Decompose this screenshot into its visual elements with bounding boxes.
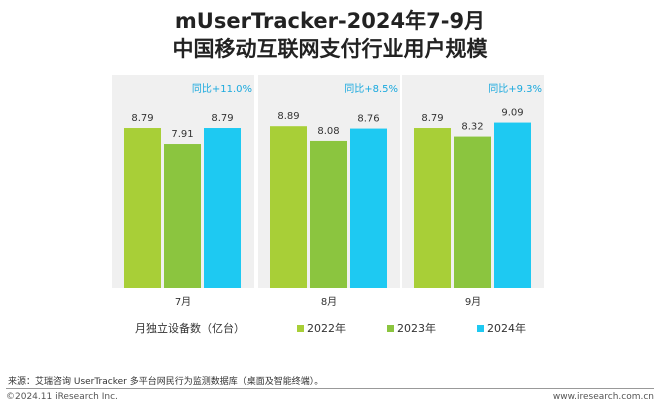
title-line2: 中国移动互联网支付行业用户规模	[172, 37, 488, 61]
legend-swatch	[477, 324, 484, 332]
data-label: 8.79	[131, 113, 153, 124]
website: www.iresearch.com.cn	[552, 392, 654, 402]
bar	[494, 122, 531, 288]
bar	[270, 126, 307, 289]
data-label: 8.76	[357, 114, 379, 125]
bar	[124, 128, 161, 288]
legend-2023: 2023年	[387, 320, 436, 336]
title-line1: mUserTracker-2024年7-9月	[174, 9, 486, 33]
bar	[350, 128, 387, 288]
bar-chart: 同比+11.0% 8.79 7.91 8.79 7月 同比+8.5% 8.89 8.08 8.7…	[112, 75, 544, 308]
data-label: 8.79	[421, 113, 443, 124]
bar	[414, 128, 451, 288]
y-axis-label: 月独立设备数（亿台）	[135, 322, 245, 335]
data-label: 8.08	[317, 126, 339, 137]
data-label: 8.79	[211, 113, 233, 124]
x-tick-label: 7月	[175, 296, 191, 308]
copyright: ©2024.11 iResearch Inc.	[6, 392, 118, 402]
legend-2024: 2024年	[477, 320, 526, 336]
bar	[310, 140, 347, 288]
legend-swatch	[297, 324, 304, 332]
divider	[6, 388, 654, 389]
yoy-annotation: 同比+8.5%	[344, 83, 398, 95]
bar	[164, 144, 201, 288]
x-tick-label: 9月	[465, 296, 481, 308]
source-note: 来源：艾瑞咨询 UserTracker 多平台网民行为监测数据库（桌面及智能终端…	[8, 377, 324, 387]
data-label: 8.32	[461, 122, 483, 133]
data-label: 9.09	[501, 108, 523, 119]
legend-swatch	[387, 324, 394, 332]
bar	[454, 136, 491, 288]
data-label: 7.91	[171, 129, 193, 140]
yoy-annotation: 同比+11.0%	[192, 83, 252, 95]
bar	[204, 128, 241, 288]
x-tick-label: 8月	[321, 296, 337, 308]
yoy-annotation: 同比+9.3%	[488, 83, 542, 95]
legend-2022: 2022年	[297, 320, 346, 336]
data-label: 8.89	[277, 111, 299, 122]
